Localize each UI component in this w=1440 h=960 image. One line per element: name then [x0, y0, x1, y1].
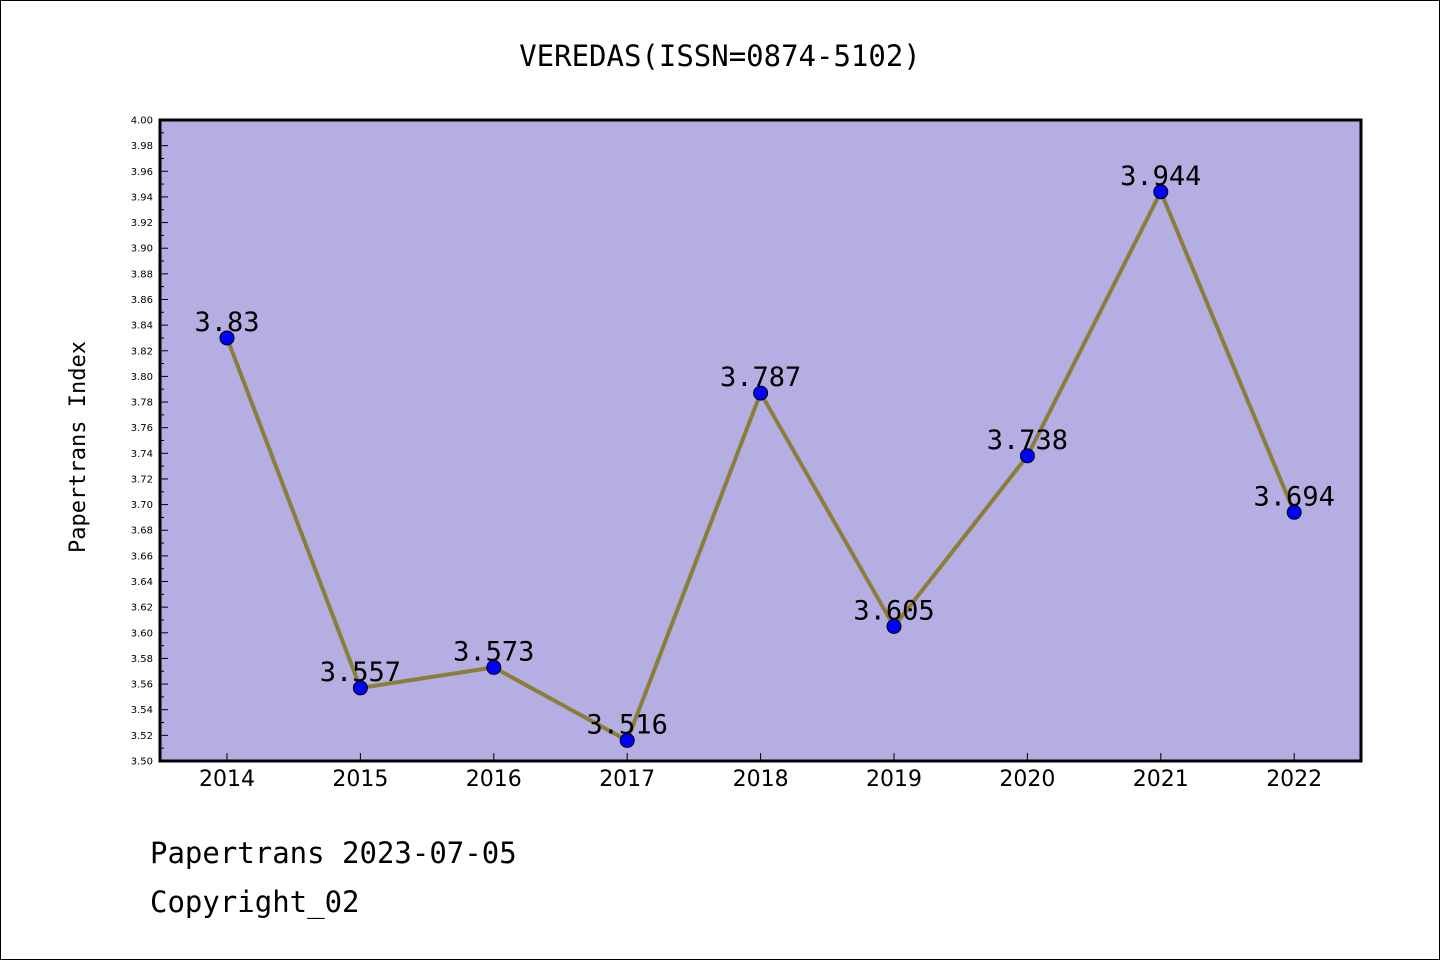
footer-copyright-text: Copyright_02	[150, 885, 360, 919]
data-label: 3.516	[587, 709, 668, 740]
y-tick-label: 3.60	[131, 628, 153, 639]
chart-title: VEREDAS(ISSN=0874-5102)	[519, 39, 921, 73]
plot-area	[158, 118, 1363, 763]
y-tick-label: 3.52	[131, 731, 153, 742]
data-labels-group: 3.83 3.557 3.573 3.516 3.787 3.605 3.738 3.944 3…	[194, 161, 1334, 741]
x-axis-ticks: 2014 2015 2016 2017 2018 2019 2020 2021 2022	[199, 753, 1322, 792]
y-tick-label: 3.68	[131, 526, 153, 537]
y-tick-label: 3.54	[131, 705, 153, 716]
data-label: 3.573	[453, 636, 534, 667]
y-tick-label: 3.82	[131, 346, 153, 357]
y-tick-label: 3.64	[131, 577, 153, 588]
y-tick-label: 3.58	[131, 654, 153, 665]
y-tick-label: 3.86	[131, 295, 153, 306]
series-points-group	[219, 184, 1302, 748]
y-tick-label: 3.90	[131, 244, 153, 255]
data-label: 3.557	[320, 657, 401, 688]
data-label: 3.694	[1254, 481, 1335, 512]
data-label: 3.83	[194, 307, 259, 338]
data-point	[486, 659, 502, 675]
x-tick-label: 2017	[599, 767, 655, 792]
y-tick-label: 4.00	[131, 116, 153, 127]
data-point	[753, 385, 769, 401]
data-label: 3.738	[987, 425, 1068, 456]
data-point	[619, 732, 635, 748]
x-tick-label: 2020	[999, 767, 1055, 792]
x-tick-label: 2021	[1133, 767, 1189, 792]
data-point	[1153, 184, 1169, 200]
y-tick-label: 3.72	[131, 474, 153, 485]
y-tick-label: 3.56	[131, 680, 153, 691]
y-tick-label: 3.50	[131, 757, 153, 768]
x-tick-label: 2014	[199, 767, 255, 792]
y-tick-label: 3.78	[131, 398, 153, 409]
data-label: 3.787	[720, 362, 801, 393]
y-tick-label: 3.76	[131, 423, 153, 434]
data-label: 3.605	[853, 595, 934, 626]
y-tick-label: 3.74	[131, 449, 153, 460]
y-tick-label: 3.94	[131, 192, 153, 203]
y-tick-label: 3.98	[131, 141, 153, 152]
y-tick-label: 3.62	[131, 603, 153, 614]
x-tick-label: 2018	[733, 767, 789, 792]
y-tick-label: 3.92	[131, 218, 153, 229]
y-tick-label: 3.88	[131, 269, 153, 280]
y-tick-label: 3.80	[131, 372, 153, 383]
x-tick-label: 2022	[1266, 767, 1322, 792]
data-label: 3.944	[1120, 161, 1201, 192]
y-tick-label: 3.70	[131, 500, 153, 511]
data-point	[1019, 448, 1035, 464]
data-point	[1286, 504, 1302, 520]
data-point	[352, 680, 368, 696]
x-tick-label: 2015	[332, 767, 388, 792]
x-tick-label: 2019	[866, 767, 922, 792]
x-tick-label: 2016	[466, 767, 522, 792]
data-point	[886, 618, 902, 634]
data-point	[219, 330, 235, 346]
footer-date-text: Papertrans 2023-07-05	[150, 836, 517, 870]
y-tick-label: 3.66	[131, 551, 153, 562]
y-axis-ticks: 3.50 3.52 3.54 3.56 3.58 3.60 3.62 3.64 3.66 3.68…	[131, 116, 168, 768]
y-tick-label: 3.96	[131, 167, 153, 178]
y-axis-label: Papertrans Index	[66, 341, 91, 553]
y-tick-label: 3.84	[131, 321, 153, 332]
